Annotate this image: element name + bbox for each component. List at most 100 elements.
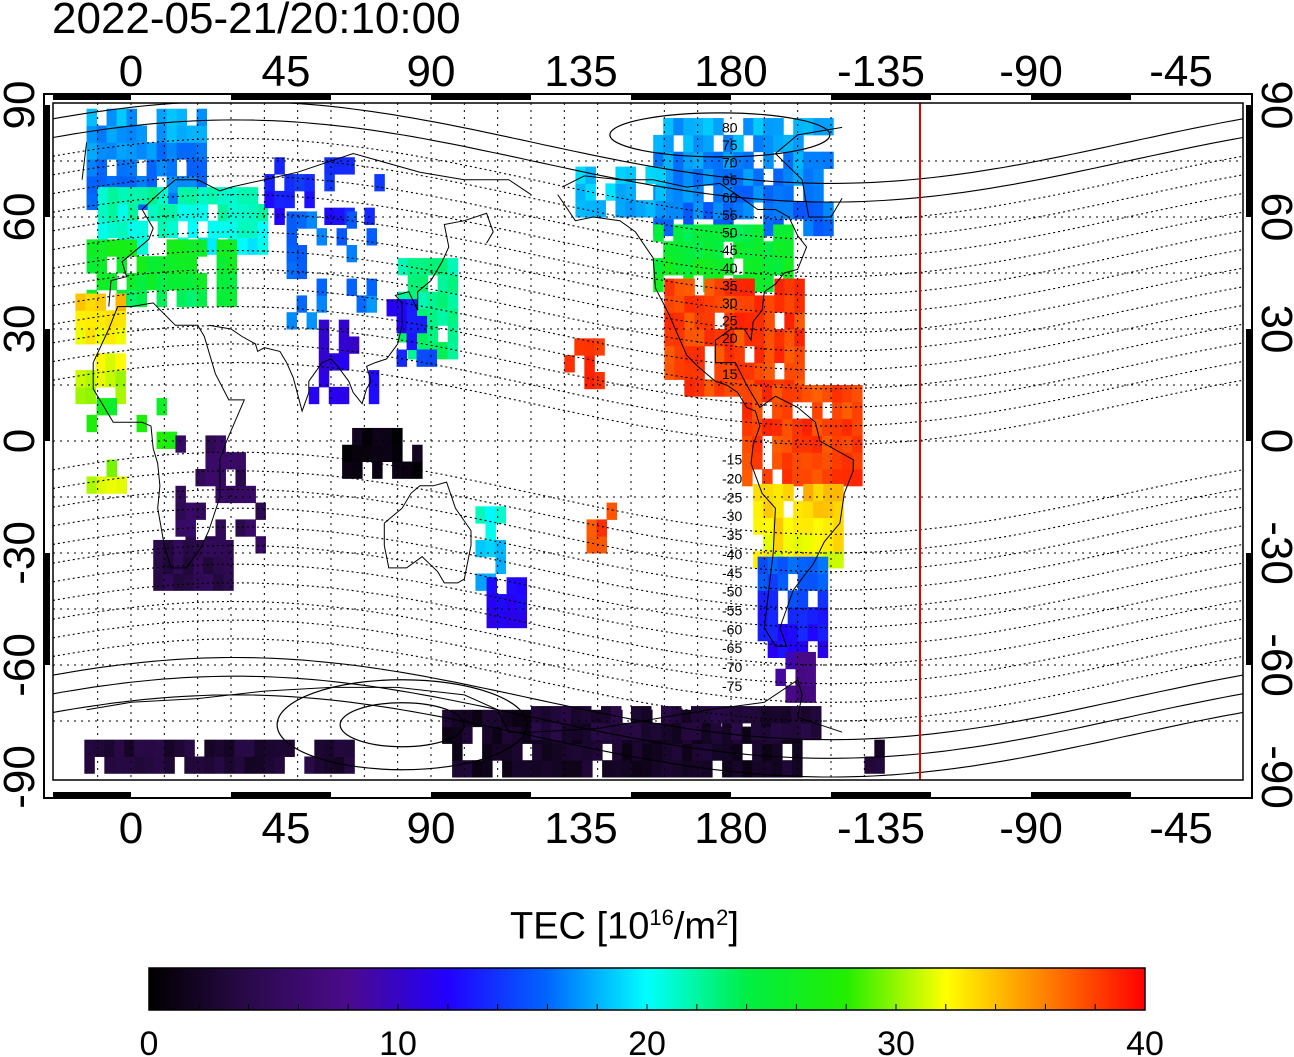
tec-cell — [802, 385, 813, 403]
lon-tick-label-bottom: 135 — [544, 804, 617, 853]
tec-cell — [713, 151, 724, 169]
tec-cell — [86, 414, 98, 433]
tec-cell — [674, 329, 685, 347]
tec-cell — [495, 506, 506, 524]
tec-cell — [167, 220, 179, 239]
tec-cell — [733, 202, 744, 220]
tec-cell — [366, 278, 378, 296]
tec-cell — [146, 159, 158, 177]
tec-cell — [803, 185, 814, 203]
tec-cell — [753, 118, 764, 136]
tec-cell — [852, 452, 863, 470]
tec-cell — [874, 739, 885, 757]
tec-cell — [486, 610, 498, 629]
tec-cell — [366, 228, 378, 246]
tec-cell — [176, 239, 188, 257]
tec-cell — [264, 174, 275, 192]
tec-cell — [362, 427, 373, 446]
tec-cell — [153, 556, 164, 575]
tec-cell — [447, 258, 459, 276]
contour-line — [339, 702, 465, 748]
tec-cell — [615, 183, 626, 201]
tec-cell — [318, 319, 330, 337]
tec-cell — [492, 709, 503, 728]
tec-cell — [803, 202, 814, 220]
tec-cell — [803, 500, 814, 519]
tec-cell — [592, 709, 603, 728]
tec-cell — [823, 534, 834, 552]
tec-cell — [792, 385, 803, 403]
tec-cell — [338, 336, 350, 354]
coastlines — [81, 126, 854, 733]
tec-cell — [561, 706, 572, 724]
tec-cell — [382, 444, 393, 463]
tec-cell — [793, 118, 804, 136]
contour-label: -60 — [722, 621, 742, 637]
tec-cell — [203, 539, 214, 558]
tec-cell — [782, 418, 793, 436]
lon-tick-label-bottom: 0 — [119, 804, 143, 853]
tec-cell — [774, 278, 785, 296]
tec-cell — [115, 353, 126, 371]
tec-cell — [672, 743, 683, 761]
tec-cell — [803, 534, 814, 552]
tec-cell — [338, 319, 350, 337]
tec-cell — [662, 760, 673, 778]
tec-cell — [752, 452, 763, 470]
tec-cell — [803, 168, 814, 186]
tec-cell — [702, 743, 713, 761]
tec-cell — [96, 159, 108, 177]
lat-tick-label-left: -90 — [0, 745, 44, 809]
tec-cell — [763, 151, 774, 169]
tec-cell — [785, 651, 796, 670]
tec-cell — [114, 756, 125, 774]
tec-cell — [795, 651, 806, 670]
colorbar-tick-label: 30 — [877, 1025, 915, 1057]
tec-cell — [797, 607, 809, 625]
tec-cell — [575, 200, 586, 218]
tec-cell — [774, 345, 785, 364]
tec-cell — [225, 485, 236, 504]
tec-cell — [741, 706, 752, 724]
tec-cell — [205, 469, 216, 487]
tec-cell — [784, 362, 795, 380]
tec-cell — [652, 760, 663, 778]
tec-cell — [714, 345, 725, 364]
tec-cell — [344, 157, 355, 175]
tec-cell — [772, 435, 783, 453]
tec-cell — [584, 338, 595, 356]
tec-cell — [318, 336, 330, 354]
tec-cell — [631, 722, 642, 741]
tec-cell — [174, 739, 185, 757]
tec-cell — [615, 166, 626, 184]
tec-cell — [775, 668, 786, 687]
tec-cell — [852, 385, 863, 403]
colorbar-tick-label: 40 — [1126, 1025, 1164, 1057]
tec-cell — [743, 202, 754, 220]
tec-cell — [812, 452, 823, 470]
tec-cell — [496, 594, 508, 612]
tec-cell — [136, 256, 148, 274]
tec-cell — [207, 220, 219, 239]
tec-cell — [601, 722, 612, 741]
tec-cell — [216, 239, 228, 257]
tec-cell — [596, 519, 608, 537]
tec-cell — [447, 325, 459, 343]
tec-cell — [462, 709, 473, 728]
tec-cell — [753, 258, 764, 276]
tec-cell — [227, 187, 239, 205]
tec-cell — [773, 224, 784, 242]
tec-cell — [137, 220, 149, 239]
contour-line — [53, 582, 1243, 666]
tec-cell — [777, 573, 789, 591]
contour-line — [53, 544, 1243, 629]
tec-cell — [703, 168, 714, 186]
tec-cell — [772, 401, 783, 420]
lat-tick-label-right: 0 — [1252, 429, 1294, 453]
tec-cell — [823, 218, 834, 237]
tec-cell — [106, 175, 118, 194]
contour-label: -65 — [722, 640, 742, 656]
tec-cell — [203, 556, 214, 575]
tec-cell — [187, 220, 199, 239]
tec-cell — [163, 556, 174, 575]
